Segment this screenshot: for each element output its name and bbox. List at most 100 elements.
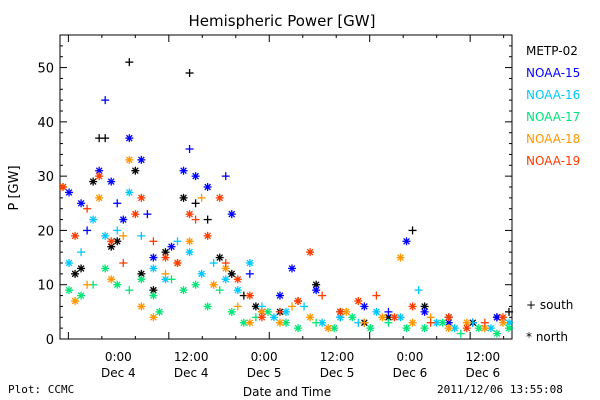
data-point (119, 215, 128, 224)
data-point (155, 307, 164, 316)
data-point (89, 177, 98, 186)
data-point (396, 313, 405, 322)
data-point (504, 307, 513, 316)
data-point (83, 226, 92, 235)
y-tick-label: 20 (37, 224, 54, 239)
data-point (197, 269, 206, 278)
data-point (101, 134, 110, 143)
data-point (185, 248, 194, 257)
data-point (426, 318, 435, 327)
data-point (378, 313, 387, 322)
data-point (113, 199, 122, 208)
data-point (203, 215, 212, 224)
data-point (185, 145, 194, 153)
data-point (71, 231, 80, 240)
x-tick-date: Dec 4 (101, 366, 136, 380)
data-point (396, 253, 405, 262)
data-point (71, 297, 80, 305)
y-tick-label: 0 (46, 333, 54, 348)
data-point (312, 286, 321, 295)
data-point (342, 307, 351, 316)
data-point (107, 237, 116, 246)
data-point (77, 199, 86, 208)
data-points (59, 58, 513, 338)
data-point (354, 297, 363, 305)
data-point (125, 188, 134, 197)
data-point (137, 155, 146, 164)
data-point (294, 297, 303, 305)
data-point (306, 313, 315, 322)
data-point (119, 259, 128, 267)
data-point (336, 307, 345, 316)
data-point (492, 329, 501, 338)
data-point (245, 291, 254, 300)
data-point (137, 302, 146, 311)
data-point (360, 318, 369, 327)
legend-item: NOAA-16 (526, 88, 581, 102)
data-point (191, 199, 200, 208)
data-point (179, 193, 188, 202)
data-point (504, 324, 513, 333)
data-point (288, 302, 297, 311)
data-point (384, 307, 393, 316)
x-tick-date: Dec 6 (393, 366, 428, 380)
data-point (113, 226, 122, 235)
data-point (191, 280, 200, 289)
y-axis-label: P [GW] (7, 165, 22, 210)
data-point (149, 253, 158, 262)
data-point (318, 291, 327, 300)
data-point (173, 259, 182, 267)
data-point (149, 291, 158, 300)
data-point (167, 242, 176, 251)
legend-item: NOAA-18 (526, 132, 581, 146)
data-point (221, 275, 230, 284)
data-point (203, 183, 212, 191)
data-point (444, 313, 453, 322)
data-point (245, 259, 254, 267)
x-tick-time: 0:00 (396, 350, 423, 364)
data-point (408, 302, 417, 311)
data-point (366, 324, 375, 333)
data-point (137, 193, 146, 202)
x-tick-date: Dec 4 (174, 366, 209, 380)
data-point (336, 313, 345, 322)
x-tick-time: 12:00 (174, 350, 209, 364)
data-point (269, 313, 278, 322)
data-point (275, 318, 284, 327)
x-tick-time: 12:00 (320, 350, 355, 364)
data-point (59, 183, 68, 191)
data-point (149, 313, 158, 322)
data-point (257, 313, 266, 322)
data-point (462, 324, 471, 333)
data-point (209, 259, 218, 267)
data-point (390, 313, 399, 322)
data-point (360, 302, 369, 311)
data-point (107, 275, 116, 284)
data-point (185, 69, 194, 77)
data-point (263, 307, 272, 316)
data-point (107, 177, 116, 186)
data-point (209, 280, 218, 289)
data-point (161, 269, 170, 278)
data-point (65, 188, 74, 197)
data-point (77, 291, 86, 300)
data-point (245, 318, 254, 327)
data-point (239, 318, 248, 327)
data-point (462, 318, 471, 327)
data-point (95, 172, 104, 181)
plot-credit: Plot: CCMC (8, 383, 75, 396)
data-point (227, 307, 236, 316)
data-point (233, 302, 242, 311)
data-point (65, 286, 74, 295)
data-point (414, 286, 423, 295)
data-point (101, 264, 110, 273)
data-point (191, 172, 200, 181)
data-point (161, 253, 170, 262)
symbol-legend-item: + south (526, 298, 574, 312)
data-point (444, 324, 453, 333)
x-tick-time: 12:00 (466, 350, 501, 364)
data-point (282, 307, 290, 316)
data-point (233, 275, 242, 284)
data-point (125, 286, 134, 295)
data-point (203, 302, 212, 311)
